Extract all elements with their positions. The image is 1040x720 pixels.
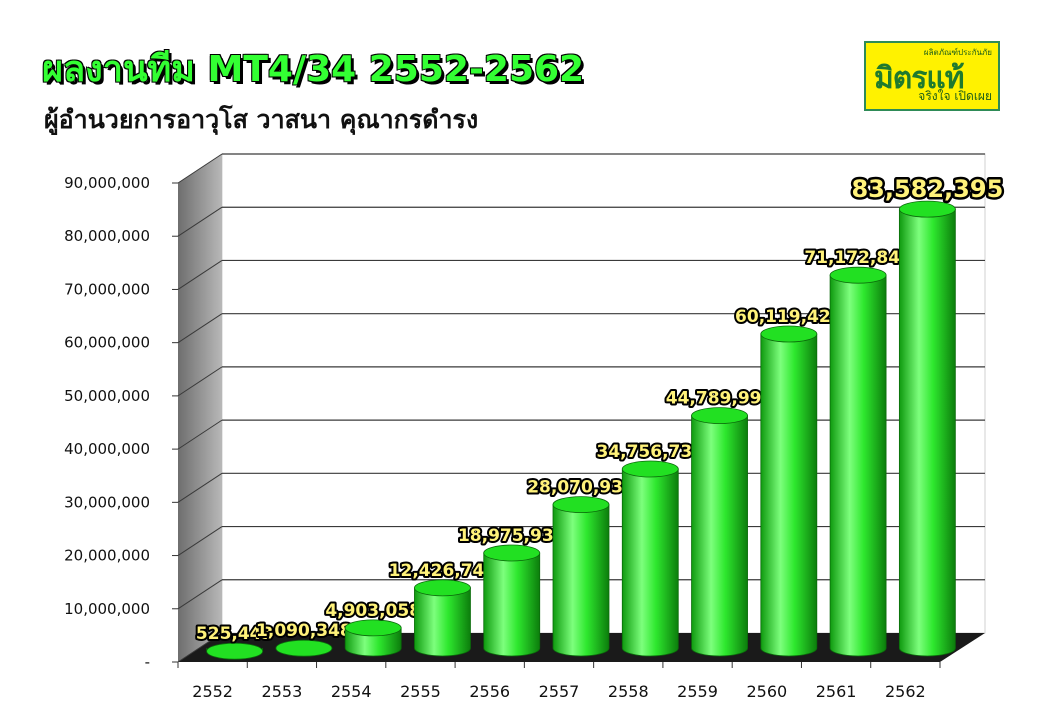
y-tick-label: 30,000,000 bbox=[64, 493, 150, 511]
x-tick-label: 2556 bbox=[469, 682, 510, 701]
bar bbox=[829, 274, 887, 657]
bar-top bbox=[344, 619, 402, 637]
bar-top bbox=[621, 460, 679, 478]
gridline-side bbox=[177, 366, 223, 397]
logo-main-text: มิตรแท้ bbox=[874, 61, 964, 96]
data-label: 83,582,395 bbox=[851, 175, 1003, 203]
y-tick-label: 80,000,000 bbox=[64, 227, 150, 245]
data-label: 44,789,994 bbox=[666, 389, 774, 409]
bar-top bbox=[275, 639, 333, 657]
y-tick-label: 90,000,000 bbox=[64, 174, 150, 192]
logo-top-text: ผลิตภัณฑ์ประกันภัย bbox=[923, 48, 992, 57]
x-tick-label: 2557 bbox=[539, 682, 580, 701]
bar bbox=[621, 468, 679, 657]
bar bbox=[483, 552, 541, 657]
y-tick-label: 20,000,000 bbox=[64, 547, 150, 565]
x-tick-label: 2562 bbox=[885, 682, 926, 701]
bar-top bbox=[691, 407, 748, 425]
gridline-side bbox=[177, 526, 223, 556]
y-tick-label: 70,000,000 bbox=[64, 280, 150, 298]
gridline-side bbox=[177, 313, 223, 344]
gridline-side bbox=[177, 472, 223, 503]
y-tick-label: - bbox=[145, 653, 150, 671]
data-label: 12,426,747 bbox=[389, 561, 497, 581]
data-label: 18,975,939 bbox=[458, 526, 566, 546]
gridline-side bbox=[177, 632, 223, 663]
data-label: 28,070,939 bbox=[527, 478, 635, 498]
bar bbox=[691, 415, 748, 657]
x-tick-label: 2553 bbox=[262, 682, 303, 701]
x-tick-label: 2554 bbox=[331, 682, 372, 701]
y-tick-label: 60,000,000 bbox=[64, 334, 150, 352]
bar-top bbox=[898, 200, 956, 218]
bar bbox=[552, 504, 610, 657]
bar-top bbox=[829, 266, 887, 284]
gridline-side bbox=[177, 579, 223, 610]
data-label: 4,903,058 bbox=[325, 601, 421, 621]
logo-tagline: จริงใจ เปิดเผย bbox=[918, 89, 992, 103]
y-tick-label: 50,000,000 bbox=[64, 387, 150, 405]
data-label: 1,090,348 bbox=[256, 621, 352, 641]
x-tick-label: 2561 bbox=[816, 682, 857, 701]
x-tick-label: 2558 bbox=[608, 682, 649, 701]
bar-top bbox=[414, 579, 471, 597]
x-tick-label: 2552 bbox=[192, 682, 233, 701]
gridline-side bbox=[177, 206, 223, 237]
brand-logo: ผลิตภัณฑ์ประกันภัย มิตรแท้ จริงใจ เปิดเผ… bbox=[864, 41, 1000, 111]
bar bbox=[414, 587, 471, 657]
x-tick-label: 2555 bbox=[400, 682, 441, 701]
y-tick-label: 10,000,000 bbox=[64, 600, 150, 618]
bar bbox=[760, 333, 818, 657]
chart-subtitle: ผู้อำนวยการอาวุโส วาสนา คุณากรดำรง bbox=[44, 105, 479, 134]
x-tick-label: 2559 bbox=[677, 682, 718, 701]
bar-top bbox=[206, 642, 264, 660]
data-label: 71,172,843 bbox=[804, 248, 912, 268]
gridline-side bbox=[177, 419, 223, 450]
gridline-side bbox=[177, 153, 223, 184]
bar-top bbox=[552, 496, 610, 514]
bar-top bbox=[483, 544, 541, 562]
bar bbox=[898, 208, 956, 657]
bar-top bbox=[760, 325, 818, 343]
y-tick-label: 40,000,000 bbox=[64, 440, 150, 458]
chart-side-wall bbox=[178, 154, 222, 662]
data-label: 60,119,428 bbox=[735, 307, 843, 327]
data-label: 34,756,737 bbox=[596, 442, 704, 462]
gridline-side bbox=[177, 260, 223, 290]
chart-title: ผลงานทีม MT4/34 2552-2562 bbox=[41, 48, 585, 91]
data-label: 525,443 bbox=[196, 624, 273, 644]
x-tick-label: 2560 bbox=[746, 682, 787, 701]
